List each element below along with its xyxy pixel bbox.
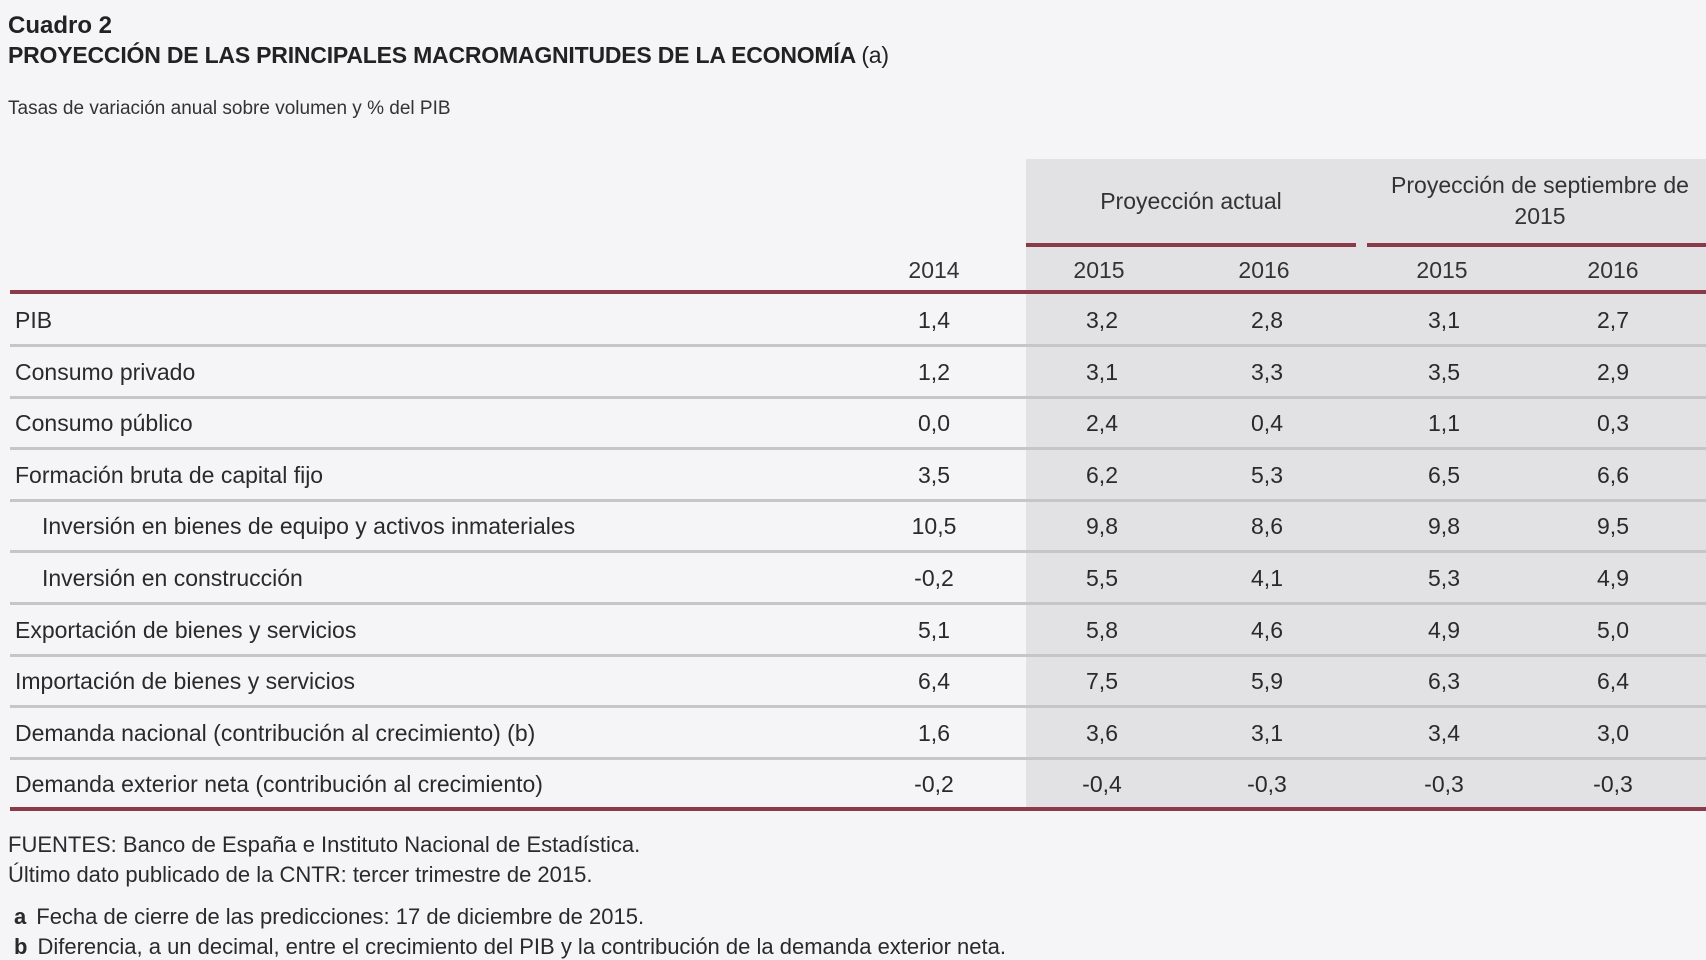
cell-value: 0,4 <box>1251 410 1283 437</box>
cell-value: 5,8 <box>1086 616 1118 643</box>
row-label: Consumo privado <box>15 358 196 385</box>
cell-value: 4,1 <box>1251 565 1283 591</box>
last-data: Último dato publicado de la CNTR: tercer… <box>8 862 593 887</box>
table-row: Demanda exterior neta (contribución al c… <box>10 759 1706 808</box>
cell-value: 6,4 <box>918 668 950 695</box>
table-row: Consumo privado 1,2 3,1 3,3 3,5 2,9 <box>10 347 1706 399</box>
cell-value: 4,9 <box>1428 616 1460 643</box>
title-note-ref: (a) <box>861 42 889 68</box>
table-row: Inversión en bienes de equipo y activos … <box>10 501 1706 554</box>
cell-value: 9,5 <box>1597 513 1629 540</box>
cell-value: 8,6 <box>1251 513 1283 540</box>
group-header-current: Proyección actual <box>1100 188 1282 214</box>
cell-value: 3,3 <box>1251 358 1283 385</box>
cell-value: -0,2 <box>914 771 954 798</box>
cell-value: 6,6 <box>1597 461 1629 488</box>
col-header: 2016 <box>1238 257 1290 283</box>
cell-value: -0,3 <box>1247 771 1287 798</box>
note-text: Fecha de cierre de las predicciones: 17 … <box>36 904 645 929</box>
table-number: Cuadro 2 <box>8 12 113 39</box>
cell-value: 10,5 <box>911 513 957 540</box>
row-label: Demanda nacional (contribución al crecim… <box>15 719 536 746</box>
cell-value: 3,1 <box>1251 719 1283 746</box>
cell-value: 3,2 <box>1086 307 1118 333</box>
cell-value: 3,4 <box>1428 719 1460 746</box>
cell-value: 5,5 <box>1086 565 1118 591</box>
table-row: Inversión en construcción -0,2 5,5 4,1 5,3 4,… <box>10 553 1706 605</box>
cell-value: 3,0 <box>1597 719 1629 746</box>
cell-value: 1,4 <box>918 307 950 333</box>
cell-value: 6,2 <box>1086 461 1118 488</box>
row-label: Demanda exterior neta (contribución al c… <box>15 771 543 798</box>
cell-value: 5,1 <box>918 616 950 643</box>
group-header-september: Proyección de septiembre de 2015 <box>1391 172 1689 229</box>
cell-value: 3,1 <box>1428 307 1460 333</box>
cell-value: 3,6 <box>1086 719 1118 746</box>
title-text: PROYECCIÓN DE LAS PRINCIPALES MACROMAGNI… <box>8 42 856 68</box>
col-header: 2014 <box>908 257 960 283</box>
note-b: b Diferencia, a un decimal, entre el crec… <box>14 934 1006 960</box>
cell-value: 3,5 <box>918 461 950 488</box>
cell-value: 7,5 <box>1086 668 1118 695</box>
cell-value: 4,9 <box>1597 565 1629 591</box>
cell-value: 5,3 <box>1251 461 1283 488</box>
cell-value: -0,4 <box>1082 771 1122 798</box>
cell-value: 1,2 <box>918 358 950 385</box>
cell-value: 3,5 <box>1428 358 1460 385</box>
col-header: 2015 <box>1073 257 1125 283</box>
row-label: Formación bruta de capital fijo <box>15 461 324 488</box>
cell-value: 1,1 <box>1428 410 1460 437</box>
row-label: Importación de bienes y servicios <box>15 668 356 695</box>
cell-value: 2,7 <box>1597 307 1629 333</box>
row-label: Inversión en construcción <box>42 565 303 591</box>
cell-value: -0,3 <box>1424 771 1464 798</box>
row-label: Inversión en bienes de equipo y activos … <box>42 513 576 540</box>
table-row: Formación bruta de capital fijo 3,5 6,2 5,3… <box>10 450 1706 502</box>
cell-value: 5,9 <box>1251 668 1283 695</box>
cell-value: -0,2 <box>914 565 954 591</box>
cell-value: 6,4 <box>1597 668 1629 695</box>
group-underline <box>1367 243 1706 247</box>
row-label: Exportación de bienes y servicios <box>15 616 357 643</box>
col-header: 2016 <box>1587 257 1639 283</box>
cell-value: 9,8 <box>1086 513 1118 540</box>
note-a: a Fecha de cierre de las predicciones: 17… <box>14 904 644 930</box>
projection-shading <box>1026 159 1706 809</box>
table-subtitle: Tasas de variación anual sobre volumen y… <box>8 98 451 119</box>
table-title: PROYECCIÓN DE LAS PRINCIPALES MACROMAGNI… <box>8 42 889 69</box>
cell-value: 6,5 <box>1428 461 1460 488</box>
cell-value: 2,8 <box>1251 307 1283 333</box>
cell-value: 4,6 <box>1251 616 1283 643</box>
row-label: Consumo público <box>15 410 193 437</box>
sources: FUENTES: Banco de España e Instituto Nac… <box>8 832 641 857</box>
cell-value: 1,6 <box>918 719 950 746</box>
cell-value: 2,4 <box>1086 410 1118 437</box>
cell-value: 3,1 <box>1086 358 1118 385</box>
header-rule <box>10 290 1706 294</box>
table-row: Consumo público 0,0 2,4 0,4 1,1 0,3 <box>10 398 1706 451</box>
cell-value: 5,3 <box>1428 565 1460 591</box>
cell-value: 5,0 <box>1597 616 1629 643</box>
cell-value: 6,3 <box>1428 668 1460 695</box>
bottom-rule <box>10 807 1706 811</box>
cell-value: 9,8 <box>1428 513 1460 540</box>
table-row: Demanda nacional (contribución al crecim… <box>10 708 1706 760</box>
group-underline <box>1026 243 1356 247</box>
col-header: 2015 <box>1416 257 1468 283</box>
table-row: PIB 1,4 3,2 2,8 3,1 2,7 <box>10 295 1706 347</box>
note-text: Diferencia, a un decimal, entre el creci… <box>37 934 1006 959</box>
cell-value: 2,9 <box>1597 358 1629 385</box>
note-key: b <box>14 934 28 959</box>
row-label: PIB <box>15 307 53 333</box>
cell-value: 0,3 <box>1597 410 1629 437</box>
cell-value: -0,3 <box>1593 771 1633 798</box>
table-row: Importación de bienes y servicios 6,4 7,5 5… <box>10 656 1706 709</box>
note-key: a <box>14 904 27 929</box>
table-row: Exportación de bienes y servicios 5,1 5,8 4… <box>10 605 1706 657</box>
cell-value: 0,0 <box>918 410 950 437</box>
